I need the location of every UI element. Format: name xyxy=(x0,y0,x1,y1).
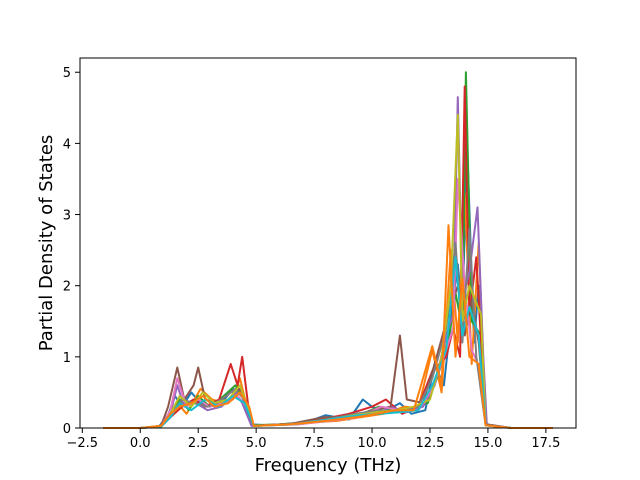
y-tick-label: 0 xyxy=(63,422,71,437)
series-line-10 xyxy=(103,256,553,429)
y-axis: 0 1 2 3 4 5 xyxy=(63,66,80,437)
x-tick-label: 12.5 xyxy=(416,436,445,451)
y-axis-label: Partial Density of States xyxy=(36,135,57,352)
x-tick-label: 2.5 xyxy=(188,436,209,451)
series-line-11 xyxy=(103,224,553,429)
y-tick-label: 4 xyxy=(63,137,71,152)
x-axis: −2.5 0.0 2.5 5.0 7.5 10.0 12.5 15.0 17.5 xyxy=(67,428,560,451)
x-tick-label: 10.0 xyxy=(358,436,387,451)
series-line-4 xyxy=(103,85,553,429)
x-tick-label: 17.5 xyxy=(531,436,560,451)
x-tick-label: −2.5 xyxy=(67,436,99,451)
series-line-5 xyxy=(103,96,553,429)
series-line-3 xyxy=(103,71,553,429)
series-layer xyxy=(103,71,553,429)
plot-frame xyxy=(79,57,577,429)
x-axis-label: Frequency (THz) xyxy=(255,455,402,476)
plot-area xyxy=(103,71,553,429)
x-tick-label: 0.0 xyxy=(130,436,151,451)
x-tick-label: 5.0 xyxy=(246,436,267,451)
x-tick-label: 15.0 xyxy=(473,436,502,451)
y-tick-label: 3 xyxy=(63,209,71,224)
y-tick-label: 5 xyxy=(63,66,71,81)
y-tick-label: 2 xyxy=(63,280,71,295)
x-tick-label: 7.5 xyxy=(304,436,325,451)
y-tick-label: 1 xyxy=(63,351,71,366)
